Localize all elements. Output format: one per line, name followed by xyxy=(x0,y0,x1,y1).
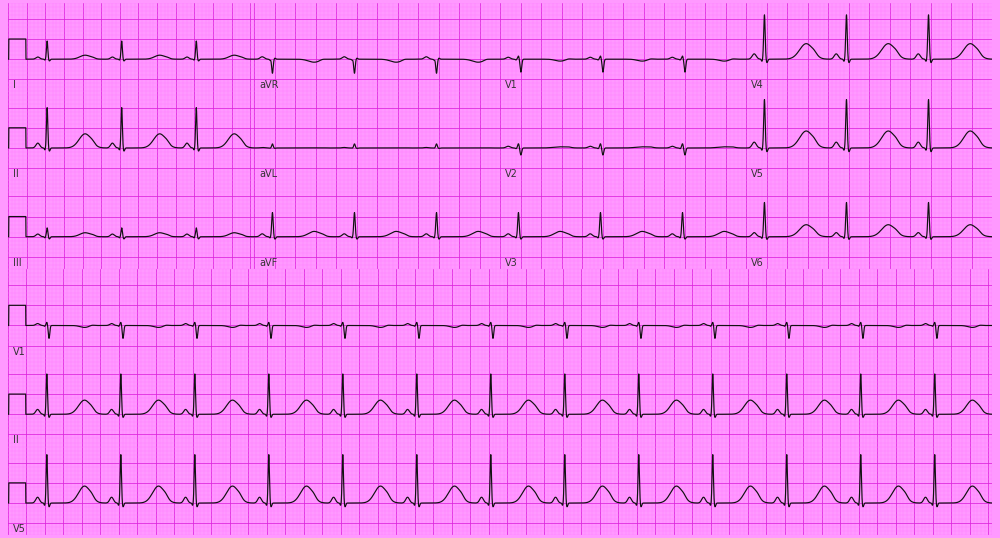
Text: V1: V1 xyxy=(13,346,25,357)
Text: V1: V1 xyxy=(505,80,518,90)
Text: V6: V6 xyxy=(751,258,764,268)
Text: V4: V4 xyxy=(751,80,764,90)
Text: aVF: aVF xyxy=(259,258,277,268)
Text: II: II xyxy=(13,169,18,179)
Text: V3: V3 xyxy=(505,258,518,268)
Text: II: II xyxy=(13,435,18,445)
Text: V2: V2 xyxy=(505,169,518,179)
Text: aVR: aVR xyxy=(259,80,279,90)
Text: I: I xyxy=(13,80,16,90)
Text: III: III xyxy=(13,258,21,268)
Text: V5: V5 xyxy=(13,524,25,534)
Text: aVL: aVL xyxy=(259,169,277,179)
Text: V5: V5 xyxy=(751,169,764,179)
